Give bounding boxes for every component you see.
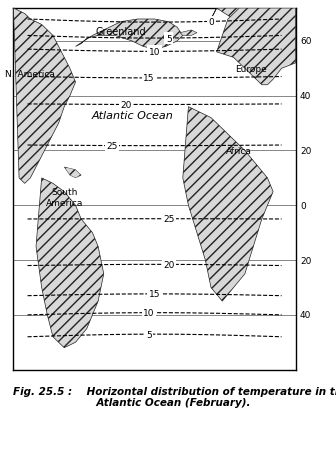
Text: Europe: Europe bbox=[235, 64, 266, 74]
Text: 0: 0 bbox=[300, 201, 306, 210]
Text: 10: 10 bbox=[149, 48, 160, 57]
Text: 15: 15 bbox=[143, 74, 155, 83]
Polygon shape bbox=[36, 179, 104, 348]
Text: 15: 15 bbox=[149, 290, 160, 299]
Text: Atlantic Ocean: Atlantic Ocean bbox=[91, 110, 173, 120]
Text: 20: 20 bbox=[300, 256, 311, 265]
Text: 5: 5 bbox=[166, 34, 172, 43]
Text: 40: 40 bbox=[300, 311, 311, 320]
Text: Greenland: Greenland bbox=[95, 27, 146, 37]
Text: 25: 25 bbox=[107, 142, 118, 151]
Polygon shape bbox=[13, 9, 76, 184]
Text: 20: 20 bbox=[121, 101, 132, 110]
Text: 0: 0 bbox=[208, 18, 214, 27]
Text: 40: 40 bbox=[300, 92, 311, 101]
Text: 10: 10 bbox=[143, 308, 155, 318]
Text: 20: 20 bbox=[163, 260, 174, 269]
Text: N. America: N. America bbox=[5, 70, 55, 79]
Text: Africa: Africa bbox=[226, 147, 252, 156]
Polygon shape bbox=[217, 9, 296, 86]
Text: America: America bbox=[46, 198, 83, 207]
Polygon shape bbox=[183, 107, 273, 301]
Polygon shape bbox=[211, 9, 296, 53]
Polygon shape bbox=[64, 168, 81, 179]
Text: 60: 60 bbox=[300, 37, 311, 46]
Text: South: South bbox=[51, 188, 77, 197]
Text: Fig. 25.5 :    Horizontal distribution of temperature in the
                   : Fig. 25.5 : Horizontal distribution of t… bbox=[13, 386, 336, 407]
Text: 20: 20 bbox=[300, 147, 311, 156]
Polygon shape bbox=[76, 20, 183, 50]
Polygon shape bbox=[180, 31, 197, 37]
Text: 5: 5 bbox=[146, 330, 152, 339]
Text: 25: 25 bbox=[163, 215, 174, 224]
